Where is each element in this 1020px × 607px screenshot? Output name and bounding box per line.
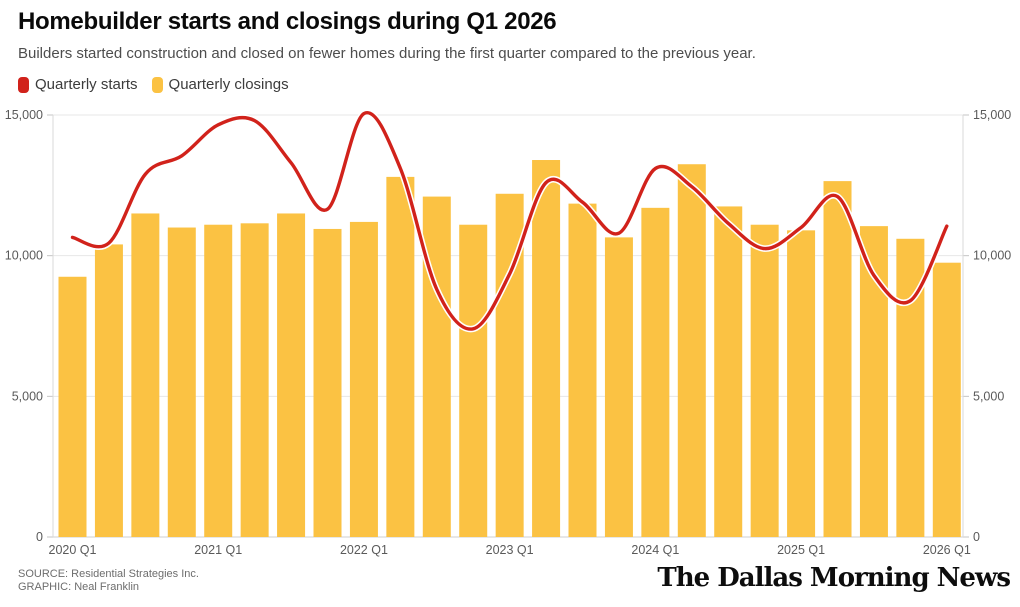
y-axis-label-right: 0 <box>973 530 980 544</box>
closings-bar <box>167 227 196 538</box>
starts-line <box>70 111 949 331</box>
x-axis-label: 2023 Q1 <box>486 543 534 557</box>
page-title: Homebuilder starts and closings during Q… <box>18 8 557 35</box>
x-axis-label: 2020 Q1 <box>49 543 97 557</box>
y-axis-label-left: 15,000 <box>5 108 43 122</box>
closings-bar <box>787 230 816 537</box>
closings-bar <box>94 244 123 537</box>
legend-item-starts: Quarterly starts <box>18 76 138 93</box>
closings-bar <box>604 237 633 537</box>
closings-bar <box>459 224 488 537</box>
x-axis-label: 2025 Q1 <box>777 543 825 557</box>
y-axis-label-right: 5,000 <box>973 389 1004 403</box>
legend-label-closings: Quarterly closings <box>168 76 289 93</box>
closings-bar <box>240 223 269 537</box>
y-axis-label-right: 10,000 <box>973 249 1011 263</box>
closings-bar <box>568 203 597 537</box>
y-axis-label-left: 10,000 <box>5 249 43 263</box>
legend-label-starts: Quarterly starts <box>35 76 138 93</box>
closings-bar <box>677 164 706 537</box>
closings-bar <box>750 224 779 537</box>
closings-bar <box>823 181 852 537</box>
closings-bar <box>714 206 743 537</box>
closings-bar <box>422 196 451 537</box>
x-axis-label: 2022 Q1 <box>340 543 388 557</box>
x-axis-label: 2024 Q1 <box>631 543 679 557</box>
y-axis-label-right: 15,000 <box>973 108 1011 122</box>
starts-swatch-icon <box>18 76 29 93</box>
closings-bar <box>932 262 961 537</box>
chart-footer: SOURCE: Residential Strategies Inc. GRAP… <box>18 568 199 594</box>
closings-bar <box>277 213 306 537</box>
closings-bar <box>131 213 160 537</box>
closings-bar <box>386 176 415 538</box>
legend: Quarterly starts Quarterly closings <box>18 76 289 93</box>
closings-bar <box>204 224 233 537</box>
closings-bar <box>313 228 342 537</box>
y-axis-label-left: 0 <box>36 530 43 544</box>
graphic-credit: GRAPHIC: Neal Franklin <box>18 581 140 593</box>
closings-bar <box>641 207 670 537</box>
y-axis-label-left: 5,000 <box>12 389 43 403</box>
x-axis-label: 2021 Q1 <box>194 543 242 557</box>
dallas-morning-news-logo: The Dallas Morning News <box>657 563 1011 593</box>
closings-bar <box>349 221 378 537</box>
x-axis-label: 2026 Q1 <box>923 543 971 557</box>
closings-bar <box>58 276 87 537</box>
legend-item-closings: Quarterly closings <box>151 76 289 93</box>
chart-subtitle: Builders started construction and closed… <box>18 45 756 62</box>
closings-bar <box>532 160 561 537</box>
source-credit: SOURCE: Residential Strategies Inc. <box>18 568 199 580</box>
closings-swatch-icon <box>151 76 163 93</box>
